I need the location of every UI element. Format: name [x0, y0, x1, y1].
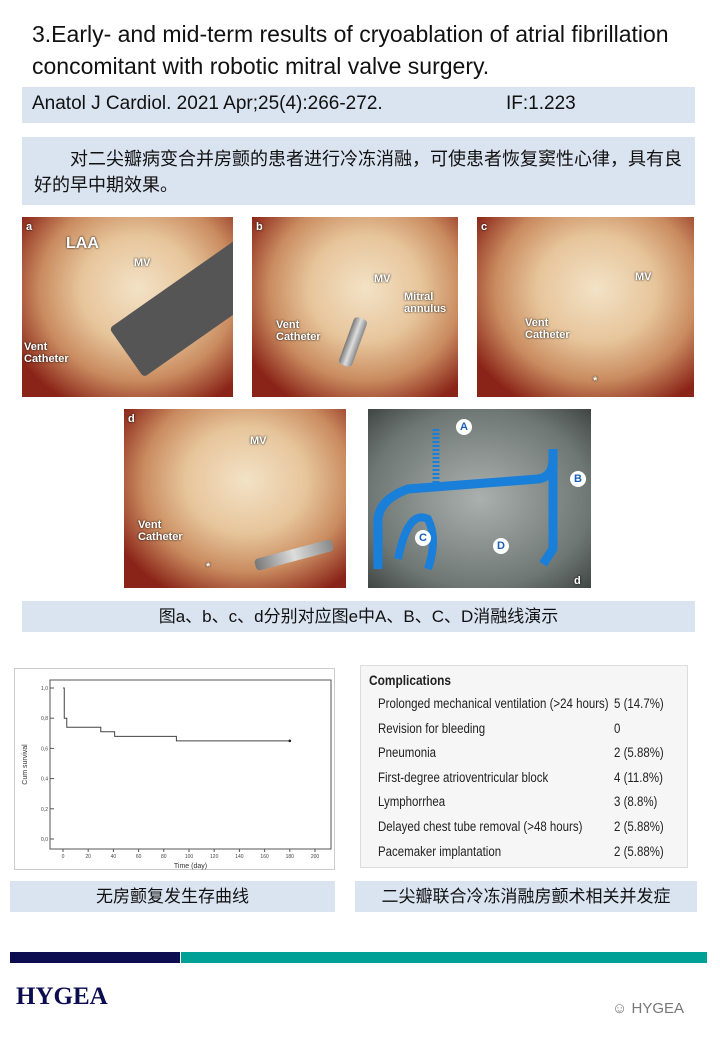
line-label-d: D	[493, 538, 509, 554]
complication-name: Prolonged mechanical ventilation (>24 ho…	[378, 696, 609, 711]
line-label-a: A	[456, 419, 472, 435]
citation-journal: Anatol J Cardiol. 2021 Apr;25(4):266-272…	[32, 93, 383, 114]
y-tick-label: 0,4	[41, 777, 48, 783]
complications-table: Complications Prolonged mechanical venti…	[360, 665, 688, 868]
survival-chart-svg: 0,0 0,2 0,4 0,6 0,8 1,0 0 20 40 60 80 100 120 140 160 1…	[22, 679, 332, 870]
hygea-logo: HYGEA	[16, 983, 108, 1010]
photo-label: Vent Catheter	[525, 317, 570, 341]
chart-caption: 无房颤复发生存曲线	[10, 881, 335, 912]
panel-label: b	[256, 221, 263, 233]
x-tick-label: 140	[235, 854, 244, 860]
photo-caption: 图a、b、c、d分别对应图e中A、B、C、D消融线演示	[22, 601, 695, 632]
table-caption: 二尖瓣联合冷冻消融房颤术相关并发症	[355, 881, 697, 912]
photo-label: Vent Catheter	[24, 341, 69, 365]
x-tick-label: 20	[85, 854, 91, 860]
x-tick-label: 40	[111, 854, 117, 860]
photo-label: *	[593, 375, 598, 387]
panel-label: d	[574, 575, 581, 587]
complication-value: 4 (11.8%)	[614, 769, 663, 785]
panel-label: a	[26, 221, 33, 233]
photo-label: MV	[250, 435, 267, 447]
watermark: ☺ HYGEA	[612, 1000, 684, 1017]
surgery-photo-b: b MV Mitral annulus Vent Catheter	[252, 217, 458, 397]
line-label-c: C	[415, 530, 431, 546]
surgery-photo-d: d MV Vent Catheter *	[124, 409, 346, 588]
ablation-diagram-e: A B C D d	[368, 409, 591, 588]
footer-bar-teal	[181, 952, 707, 963]
y-tick-label: 0,6	[41, 746, 48, 752]
slide-title: 3.Early- and mid-term results of cryoabl…	[32, 21, 669, 79]
plot-frame	[49, 679, 332, 850]
surgery-photo-c: c MV Vent Catheter *	[477, 217, 694, 397]
ablation-lines	[373, 429, 558, 571]
y-tick-label: 0,0	[41, 837, 48, 843]
wechat-icon: ☺	[612, 1000, 628, 1017]
footer-bar-navy	[10, 952, 180, 963]
surgical-instrument	[109, 236, 233, 378]
complication-value: 2 (5.88%)	[614, 843, 664, 859]
survival-step-line	[63, 687, 290, 742]
complication-value: 2 (5.88%)	[614, 745, 664, 761]
y-tick-label: 0,2	[41, 807, 48, 813]
table-header: Complications	[369, 672, 451, 688]
x-tick-label: 80	[161, 854, 167, 860]
complication-value: 2 (5.88%)	[614, 819, 664, 834]
photo-label: MV	[374, 273, 391, 285]
impact-factor: IF:1.223	[506, 93, 576, 114]
censor-mark	[288, 739, 292, 743]
x-tick-label: 200	[311, 854, 320, 860]
photo-label: MV	[134, 257, 151, 269]
surgical-instrument	[337, 316, 369, 368]
complication-name: Delayed chest tube removal (>48 hours)	[378, 819, 583, 834]
x-axis-label: Time (day)	[174, 863, 207, 870]
complication-name: First-degree atrioventricular block	[378, 769, 549, 785]
complication-name: Lymphorrhea	[378, 794, 446, 810]
line-label-b: B	[570, 471, 586, 487]
watermark-text: HYGEA	[631, 1000, 685, 1017]
surgery-photo-a: a LAA MV Vent Catheter	[22, 217, 233, 397]
citation-bar: Anatol J Cardiol. 2021 Apr;25(4):266-272…	[22, 87, 695, 123]
complication-name: Revision for bleeding	[378, 720, 486, 736]
panel-label: d	[128, 413, 135, 425]
complication-name: Pneumonia	[378, 745, 437, 761]
photo-label: LAA	[66, 235, 99, 252]
complication-value: 5 (14.7%)	[614, 696, 664, 711]
y-axis-label: Cum survival	[22, 744, 29, 785]
photo-label: MV	[635, 271, 652, 283]
x-tick-label: 100	[185, 854, 194, 860]
y-tick-label: 1,0	[41, 686, 48, 692]
panel-label: c	[481, 221, 488, 233]
x-tick-label: 60	[136, 854, 142, 860]
photo-label: *	[206, 561, 211, 573]
photo-label: Vent Catheter	[276, 319, 321, 343]
y-tick-label: 0,8	[41, 716, 48, 722]
x-tick-label: 120	[210, 854, 219, 860]
survival-chart: 0,0 0,2 0,4 0,6 0,8 1,0 0 20 40 60 80 100 120 140 160 1…	[14, 668, 335, 870]
x-tick-label: 0	[62, 854, 65, 860]
complication-value: 0	[614, 720, 621, 736]
summary-text: 对二尖瓣病变合并房颤的患者进行冷冻消融，可使患者恢复窦性心律，具有良好的早中期效…	[22, 137, 695, 205]
x-tick-label: 180	[286, 854, 295, 860]
x-tick-label: 160	[260, 854, 269, 860]
complication-value: 3 (8.8%)	[614, 794, 658, 810]
photo-label: Vent Catheter	[138, 519, 183, 543]
photo-label: Mitral annulus	[404, 291, 447, 315]
surgical-instrument	[253, 538, 335, 572]
complication-name: Pacemaker implantation	[378, 843, 502, 859]
